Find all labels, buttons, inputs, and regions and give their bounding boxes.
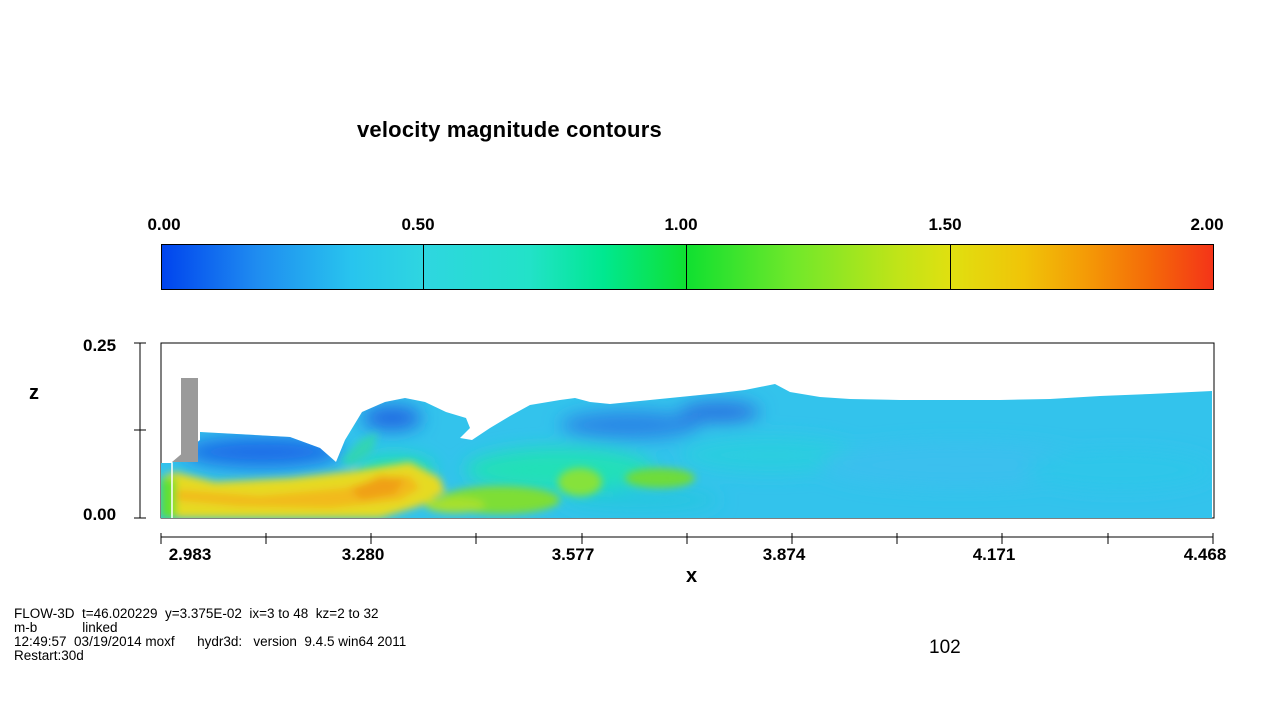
x-axis-label: x xyxy=(686,565,698,587)
frame-number: 102 xyxy=(929,637,961,658)
y-axis-label: z xyxy=(29,382,39,404)
y-tick-label: 0.00 xyxy=(83,505,117,524)
colorbar-tick-label: 1.50 xyxy=(928,215,962,234)
x-tick-label: 3.874 xyxy=(762,545,806,564)
x-tick-label: 4.171 xyxy=(972,545,1016,564)
run-info-line: FLOW-3D t=46.020229 y=3.375E-02 ix=3 to … xyxy=(14,606,379,621)
chart-title: velocity magnitude contours xyxy=(357,117,662,142)
run-info: FLOW-3D t=46.020229 y=3.375E-02 ix=3 to … xyxy=(14,607,406,663)
x-tick-label: 3.280 xyxy=(341,545,385,564)
gate-structure xyxy=(172,440,198,462)
run-info-line: Restart:30d xyxy=(14,648,84,663)
gate-structure xyxy=(181,378,198,462)
colorbar xyxy=(161,244,1214,290)
colorbar-tick-label: 0.00 xyxy=(147,215,181,234)
colorbar-tick-label: 2.00 xyxy=(1190,215,1224,234)
colorbar-tick-label: 0.50 xyxy=(401,215,435,234)
colorbar-tick-label: 1.00 xyxy=(664,215,698,234)
colorbar-divider xyxy=(686,245,687,289)
colorbar-divider xyxy=(950,245,951,289)
y-tick-label: 0.25 xyxy=(83,336,117,355)
colorbar-divider xyxy=(423,245,424,289)
run-info-line: m-b linked xyxy=(14,620,118,635)
fluid-region xyxy=(161,384,1212,518)
x-tick-label: 3.577 xyxy=(551,545,595,564)
run-info-line: 12:49:57 03/19/2014 moxf hydr3d: version… xyxy=(14,634,407,649)
x-tick-label: 2.983 xyxy=(168,545,212,564)
x-tick-label: 4.468 xyxy=(1183,545,1227,564)
